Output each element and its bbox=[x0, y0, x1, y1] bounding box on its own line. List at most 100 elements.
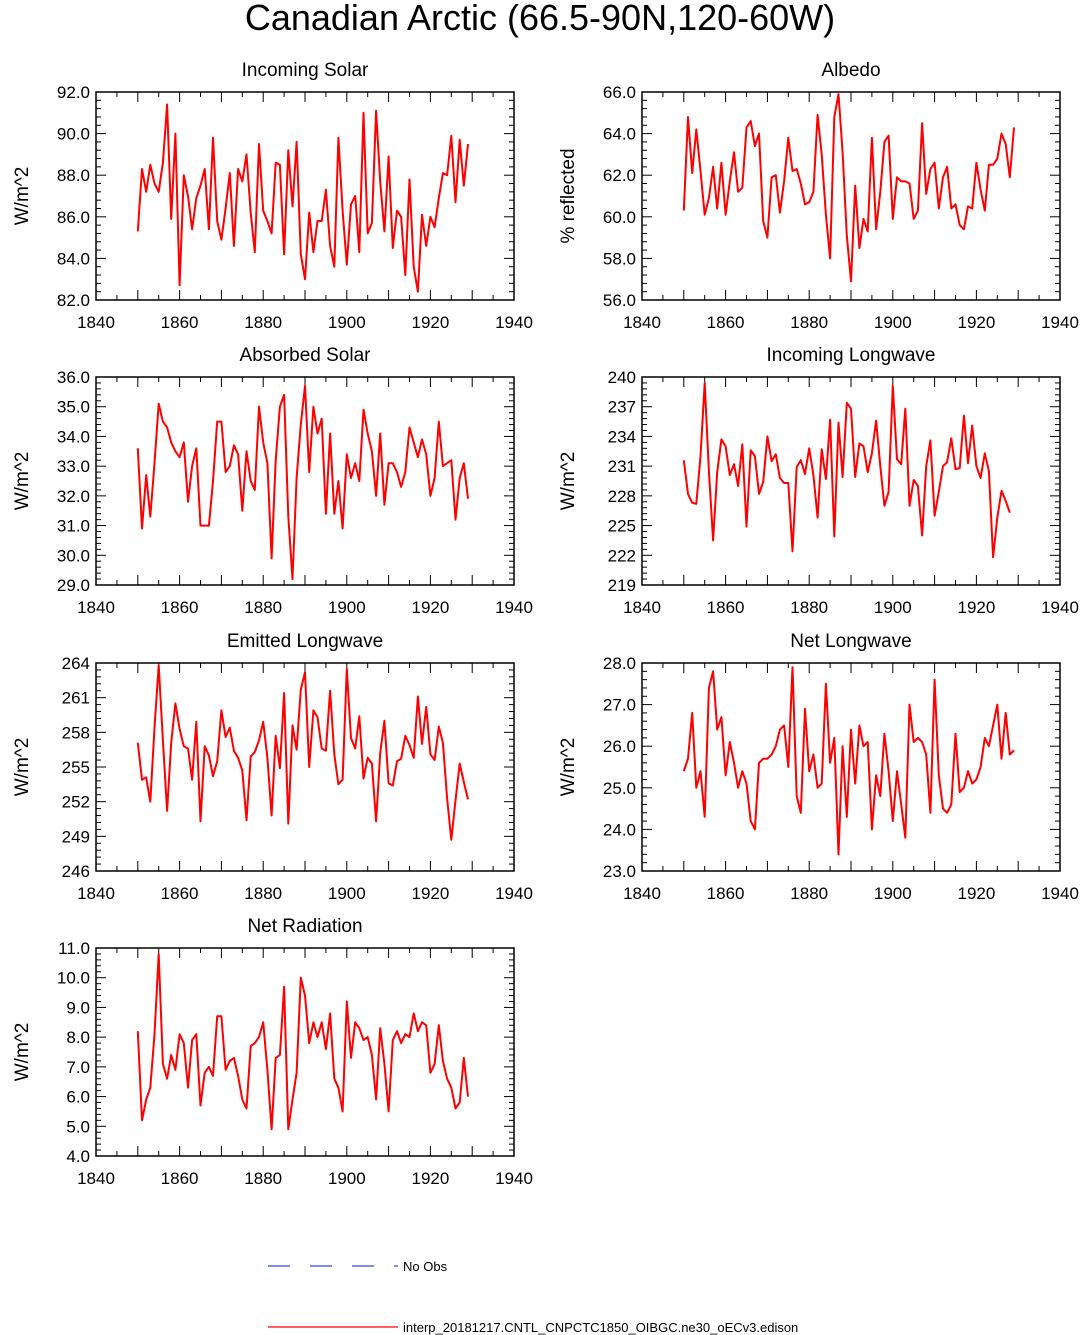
x-tick-label: 1900 bbox=[874, 313, 912, 332]
plot-frame bbox=[95, 947, 515, 1157]
y-tick-label: 264 bbox=[62, 654, 90, 673]
x-tick-label: 1920 bbox=[957, 884, 995, 903]
x-tick-label: 1920 bbox=[957, 313, 995, 332]
x-tick-label: 1860 bbox=[161, 1169, 199, 1188]
x-tick-label: 1840 bbox=[77, 598, 115, 617]
y-tick-label: 228 bbox=[608, 487, 636, 506]
x-tick-label: 1880 bbox=[790, 313, 828, 332]
panel-4: Incoming Longwave W/m^2 219 222 225 228 231 234… bbox=[558, 345, 1079, 617]
x-tick-label: 1920 bbox=[957, 598, 995, 617]
panel-title: Absorbed Solar bbox=[240, 345, 372, 366]
x-tick-label: 1840 bbox=[77, 313, 115, 332]
x-tick-label: 1880 bbox=[244, 598, 282, 617]
y-tick-label: 225 bbox=[608, 517, 636, 536]
x-tick-label: 1840 bbox=[623, 313, 661, 332]
panel-2: Albedo % reflected 56.0 58.0 60.0 62.0 64.0 66.… bbox=[558, 60, 1079, 332]
y-tick-label: 58.0 bbox=[603, 249, 636, 268]
panel-title: Net Longwave bbox=[790, 631, 911, 652]
x-tick-label: 1900 bbox=[328, 313, 366, 332]
y-tick-label: 23.0 bbox=[603, 862, 636, 881]
y-tick-label: 32.0 bbox=[57, 487, 90, 506]
x-tick-label: 1860 bbox=[161, 313, 199, 332]
panel-1: Incoming Solar W/m^2 82.0 84.0 86.0 88.0 90.0 9… bbox=[12, 60, 533, 332]
series-line bbox=[682, 666, 1015, 856]
y-tick-label: 231 bbox=[608, 457, 636, 476]
x-tick-label: 1900 bbox=[328, 598, 366, 617]
y-tick-label: 84.0 bbox=[57, 249, 90, 268]
x-tick-label: 1840 bbox=[623, 598, 661, 617]
y-tick-label: 4.0 bbox=[66, 1147, 90, 1166]
y-tick-label: 90.0 bbox=[57, 125, 90, 144]
x-tick-label: 1880 bbox=[790, 598, 828, 617]
panel-6: Net Longwave W/m^2 23.0 24.0 25.0 26.0 27.0 28.… bbox=[558, 631, 1079, 903]
panel-title: Emitted Longwave bbox=[227, 631, 383, 652]
y-tick-label: 82.0 bbox=[57, 291, 90, 310]
x-tick-label: 1940 bbox=[1041, 313, 1079, 332]
x-tick-label: 1940 bbox=[495, 884, 533, 903]
y-tick-label: 92.0 bbox=[57, 83, 90, 102]
panel-title: Net Radiation bbox=[247, 916, 362, 937]
y-tick-label: 219 bbox=[608, 576, 636, 595]
x-tick-label: 1860 bbox=[161, 884, 199, 903]
series-line bbox=[682, 93, 1015, 283]
x-tick-label: 1940 bbox=[495, 313, 533, 332]
x-tick-label: 1940 bbox=[1041, 884, 1079, 903]
y-tick-label: 10.0 bbox=[57, 969, 90, 988]
y-tick-label: 88.0 bbox=[57, 166, 90, 185]
x-tick-label: 1940 bbox=[495, 1169, 533, 1188]
y-tick-label: 30.0 bbox=[57, 546, 90, 565]
y-tick-label: 24.0 bbox=[603, 820, 636, 839]
y-axis-label: W/m^2 bbox=[558, 452, 579, 511]
y-tick-label: 246 bbox=[62, 862, 90, 881]
y-tick-label: 240 bbox=[608, 368, 636, 387]
y-tick-label: 64.0 bbox=[603, 125, 636, 144]
x-tick-label: 1900 bbox=[874, 598, 912, 617]
x-tick-label: 1920 bbox=[411, 598, 449, 617]
y-tick-label: 34.0 bbox=[57, 427, 90, 446]
panel-title: Incoming Longwave bbox=[767, 345, 936, 366]
y-tick-label: 36.0 bbox=[57, 368, 90, 387]
figure-title: Canadian Arctic (66.5-90N,120-60W) bbox=[245, 0, 835, 38]
plot-frame bbox=[95, 662, 515, 872]
y-tick-label: 28.0 bbox=[603, 654, 636, 673]
x-tick-label: 1840 bbox=[77, 884, 115, 903]
series-line bbox=[136, 384, 469, 581]
plot-frame bbox=[641, 91, 1061, 301]
y-tick-label: 6.0 bbox=[66, 1088, 90, 1107]
series-line bbox=[682, 381, 1011, 559]
x-tick-label: 1880 bbox=[244, 313, 282, 332]
x-tick-label: 1880 bbox=[244, 1169, 282, 1188]
y-tick-label: 9.0 bbox=[66, 998, 90, 1017]
y-tick-label: 234 bbox=[608, 427, 636, 446]
y-tick-label: 29.0 bbox=[57, 576, 90, 595]
y-tick-label: 35.0 bbox=[57, 398, 90, 417]
x-tick-label: 1920 bbox=[411, 313, 449, 332]
ticks bbox=[641, 91, 1061, 301]
x-tick-label: 1880 bbox=[790, 884, 828, 903]
legend: No Obs interp_20181217.CNTL_CNPCTC1850_OI… bbox=[268, 1259, 798, 1335]
y-tick-label: 62.0 bbox=[603, 166, 636, 185]
ticks bbox=[95, 947, 515, 1157]
x-tick-label: 1880 bbox=[244, 884, 282, 903]
y-tick-label: 261 bbox=[62, 689, 90, 708]
y-axis-label: W/m^2 bbox=[12, 738, 33, 797]
x-tick-label: 1920 bbox=[411, 884, 449, 903]
panel-title: Incoming Solar bbox=[242, 60, 369, 81]
y-tick-label: 31.0 bbox=[57, 517, 90, 536]
y-axis-label: W/m^2 bbox=[12, 1023, 33, 1082]
x-tick-label: 1860 bbox=[707, 598, 745, 617]
legend-label: interp_20181217.CNTL_CNPCTC1850_OIBGC.ne… bbox=[403, 1320, 798, 1335]
panel-5: Emitted Longwave W/m^2 246 249 252 255 258 261 2… bbox=[12, 631, 533, 903]
series-line bbox=[136, 664, 469, 841]
y-tick-label: 86.0 bbox=[57, 208, 90, 227]
x-tick-label: 1860 bbox=[161, 598, 199, 617]
y-axis-label: W/m^2 bbox=[558, 738, 579, 797]
y-tick-label: 252 bbox=[62, 793, 90, 812]
y-tick-label: 8.0 bbox=[66, 1028, 90, 1047]
plot-frame bbox=[641, 376, 1061, 586]
y-tick-label: 27.0 bbox=[603, 696, 636, 715]
y-tick-label: 7.0 bbox=[66, 1058, 90, 1077]
panel-7: Net Radiation W/m^2 4.0 5.0 6.0 7.0 8.0 9.0 10.0… bbox=[12, 916, 533, 1188]
y-tick-label: 11.0 bbox=[58, 939, 90, 958]
